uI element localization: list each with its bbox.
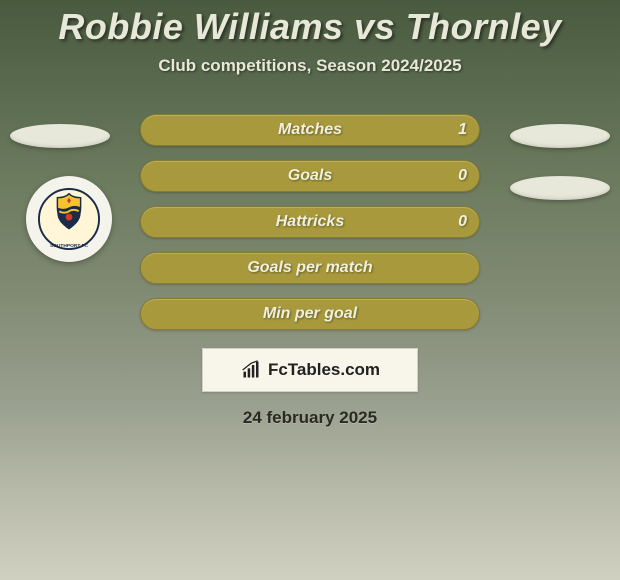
stat-row-goals-per-match: Goals per match bbox=[140, 252, 480, 284]
crest-icon: SOUTHPORT FC bbox=[38, 188, 100, 250]
stat-right-value: 0 bbox=[458, 213, 467, 231]
brand-badge: FcTables.com bbox=[202, 348, 418, 392]
stat-right-value: 1 bbox=[458, 121, 467, 139]
svg-text:SOUTHPORT FC: SOUTHPORT FC bbox=[50, 243, 89, 249]
stat-row-goals: Goals 0 bbox=[140, 160, 480, 192]
date-text: 24 february 2025 bbox=[0, 408, 620, 428]
club-crest-left: SOUTHPORT FC bbox=[26, 176, 112, 262]
stat-label: Min per goal bbox=[263, 305, 357, 323]
stat-row-hattricks: Hattricks 0 bbox=[140, 206, 480, 238]
stat-row-matches: Matches 1 bbox=[140, 114, 480, 146]
chart-icon bbox=[240, 360, 262, 380]
brand-text: FcTables.com bbox=[268, 360, 380, 380]
stat-row-min-per-goal: Min per goal bbox=[140, 298, 480, 330]
stat-right-value: 0 bbox=[458, 167, 467, 185]
page-title: Robbie Williams vs Thornley bbox=[0, 0, 620, 48]
player-right-placeholder bbox=[510, 124, 610, 148]
stat-label: Matches bbox=[278, 121, 342, 139]
club-right-placeholder bbox=[510, 176, 610, 200]
stat-label: Hattricks bbox=[276, 213, 344, 231]
subtitle: Club competitions, Season 2024/2025 bbox=[0, 56, 620, 76]
stat-label: Goals per match bbox=[247, 259, 372, 277]
stat-label: Goals bbox=[288, 167, 332, 185]
player-left-placeholder bbox=[10, 124, 110, 148]
